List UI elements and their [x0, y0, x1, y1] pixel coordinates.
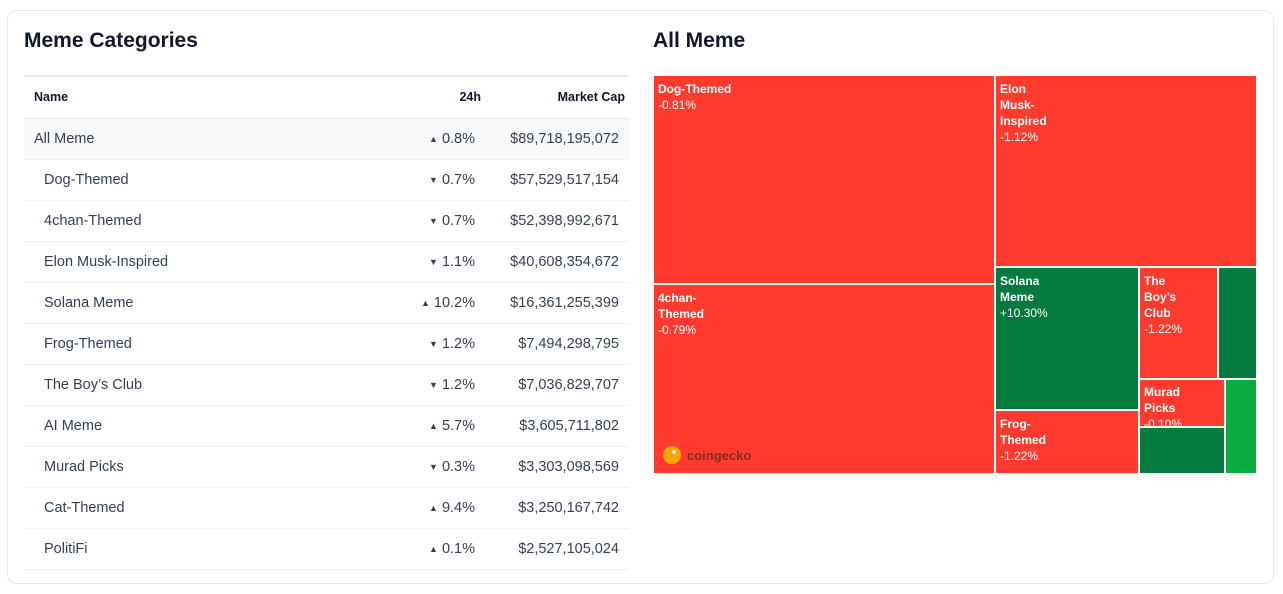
treemap-tile-politifi[interactable] — [1139, 427, 1225, 474]
tile-label: The Boy’s Club — [1144, 274, 1177, 320]
category-name[interactable]: PolitiFi — [44, 540, 88, 557]
category-name[interactable]: The Boy’s Club — [44, 376, 143, 393]
treemap-tile-frog-themed[interactable]: Frog-Themed -1.22% — [995, 410, 1139, 474]
category-name[interactable]: Dog-Themed — [44, 171, 129, 188]
table-row[interactable]: AI Meme ▲ 5.7% $3,605,711,802 — [24, 405, 629, 446]
change-24h: ▼ 0.7% — [429, 171, 475, 188]
column-header-24h[interactable]: 24h — [357, 76, 481, 119]
market-cap: $7,494,298,795 — [518, 335, 619, 352]
caret-up-icon: ▲ — [429, 502, 438, 513]
change-24h: ▲ 0.1% — [429, 540, 475, 557]
market-cap: $40,608,354,672 — [510, 253, 619, 270]
column-header-name[interactable]: Name — [24, 76, 357, 119]
tile-label: Frog-Themed — [1000, 417, 1047, 447]
treemap-tile-solana-meme[interactable]: Solana Meme +10.30% — [995, 267, 1139, 410]
caret-down-icon: ▼ — [429, 461, 438, 472]
tile-label: Elon Musk-Inspired — [1000, 82, 1047, 128]
treemap-title: All Meme — [653, 29, 746, 52]
market-cap: $3,303,098,569 — [518, 458, 619, 475]
treemap-tile-4chan-themed[interactable]: 4chan-Themed -0.79% — [653, 284, 995, 474]
tile-label: 4chan-Themed — [658, 291, 705, 321]
treemap-tile-dog-themed[interactable]: Dog-Themed -0.81% — [653, 75, 995, 284]
all-meme-treemap: Dog-Themed -0.81% Elon Musk-Inspired -1.… — [653, 75, 1257, 474]
change-24h: ▼ 1.2% — [429, 376, 475, 393]
table-row[interactable]: Solana Meme ▲ 10.2% $16,361,255,399 — [24, 282, 629, 323]
caret-down-icon: ▼ — [429, 256, 438, 267]
category-name[interactable]: Murad Picks — [44, 458, 124, 475]
change-24h: ▲ 5.7% — [429, 417, 475, 434]
tile-label: Solana Meme — [1000, 274, 1040, 304]
table-row[interactable]: PolitiFi ▲ 0.1% $2,527,105,024 — [24, 528, 629, 569]
market-cap: $7,036,829,707 — [518, 376, 619, 393]
table-row[interactable]: The Boy’s Club ▼ 1.2% $7,036,829,707 — [24, 364, 629, 405]
coingecko-watermark: coingecko — [663, 445, 751, 465]
tile-change: -1.22% — [1144, 322, 1183, 336]
caret-down-icon: ▼ — [429, 174, 438, 185]
table-row[interactable]: Frog-Themed ▼ 1.2% $7,494,298,795 — [24, 323, 629, 364]
treemap-tile-cat-themed[interactable] — [1225, 379, 1257, 474]
caret-up-icon: ▲ — [429, 133, 438, 144]
market-cap: $89,718,195,072 — [510, 130, 619, 147]
change-24h: ▼ 0.3% — [429, 458, 475, 475]
tile-change: -1.12% — [1000, 130, 1039, 144]
market-cap: $57,529,517,154 — [510, 171, 619, 188]
categories-table: Name 24h Market Cap All Meme ▲ 0.8% $89,7… — [24, 75, 629, 570]
change-24h: ▲ 10.2% — [420, 294, 475, 311]
category-name[interactable]: Cat-Themed — [44, 499, 125, 516]
caret-down-icon: ▼ — [429, 379, 438, 390]
change-24h: ▼ 1.2% — [429, 335, 475, 352]
market-cap: $2,527,105,024 — [518, 540, 619, 557]
table-row[interactable]: Elon Musk-Inspired ▼ 1.1% $40,608,354,672 — [24, 241, 629, 282]
change-24h: ▲ 9.4% — [429, 499, 475, 516]
table-row[interactable]: All Meme ▲ 0.8% $89,718,195,072 — [24, 118, 629, 159]
caret-down-icon: ▼ — [429, 338, 438, 349]
caret-up-icon: ▲ — [420, 297, 430, 308]
category-name[interactable]: Elon Musk-Inspired — [44, 253, 169, 270]
table-row[interactable]: 4chan-Themed ▼ 0.7% $52,398,992,671 — [24, 200, 629, 241]
market-cap: $16,361,255,399 — [510, 294, 619, 311]
table-header-row: Name 24h Market Cap — [24, 76, 629, 119]
tile-change: -0.79% — [658, 323, 697, 337]
category-name[interactable]: Solana Meme — [44, 294, 134, 311]
change-24h: ▼ 1.1% — [429, 253, 475, 270]
tile-label: Dog-Themed — [658, 82, 732, 96]
category-name[interactable]: 4chan-Themed — [44, 212, 142, 229]
tile-change: -0.10% — [1144, 417, 1183, 427]
market-cap: $3,250,167,742 — [518, 499, 619, 516]
treemap-tile-elon-musk-inspired[interactable]: Elon Musk-Inspired -1.12% — [995, 75, 1257, 267]
market-cap: $52,398,992,671 — [510, 212, 619, 229]
treemap-tile-ai-meme[interactable] — [1218, 267, 1257, 379]
watermark-text: coingecko — [687, 447, 752, 463]
category-name[interactable]: Frog-Themed — [44, 335, 132, 352]
tile-change: -0.81% — [658, 98, 697, 112]
gecko-logo-icon — [663, 446, 681, 464]
caret-up-icon: ▲ — [429, 420, 438, 431]
category-name[interactable]: All Meme — [34, 130, 95, 147]
tile-label: Murad Picks — [1144, 385, 1180, 415]
change-24h: ▲ 0.8% — [429, 130, 475, 147]
treemap-tile-murad-picks[interactable]: Murad Picks -0.10% — [1139, 379, 1225, 427]
change-24h: ▼ 0.7% — [429, 212, 475, 229]
market-cap: $3,605,711,802 — [519, 417, 619, 434]
treemap-tile-the-boys-club[interactable]: The Boy’s Club -1.22% — [1139, 267, 1218, 379]
caret-down-icon: ▼ — [429, 215, 438, 226]
meme-categories-title: Meme Categories — [24, 29, 198, 52]
table-row[interactable]: Cat-Themed ▲ 9.4% $3,250,167,742 — [24, 487, 629, 528]
category-name[interactable]: AI Meme — [44, 417, 103, 434]
tile-change: -1.22% — [1000, 449, 1039, 463]
tile-change: +10.30% — [1000, 306, 1048, 320]
table-row[interactable]: Murad Picks ▼ 0.3% $3,303,098,569 — [24, 446, 629, 487]
caret-up-icon: ▲ — [429, 543, 438, 554]
column-header-market-cap[interactable]: Market Cap — [481, 76, 629, 119]
table-row[interactable]: Dog-Themed ▼ 0.7% $57,529,517,154 — [24, 159, 629, 200]
